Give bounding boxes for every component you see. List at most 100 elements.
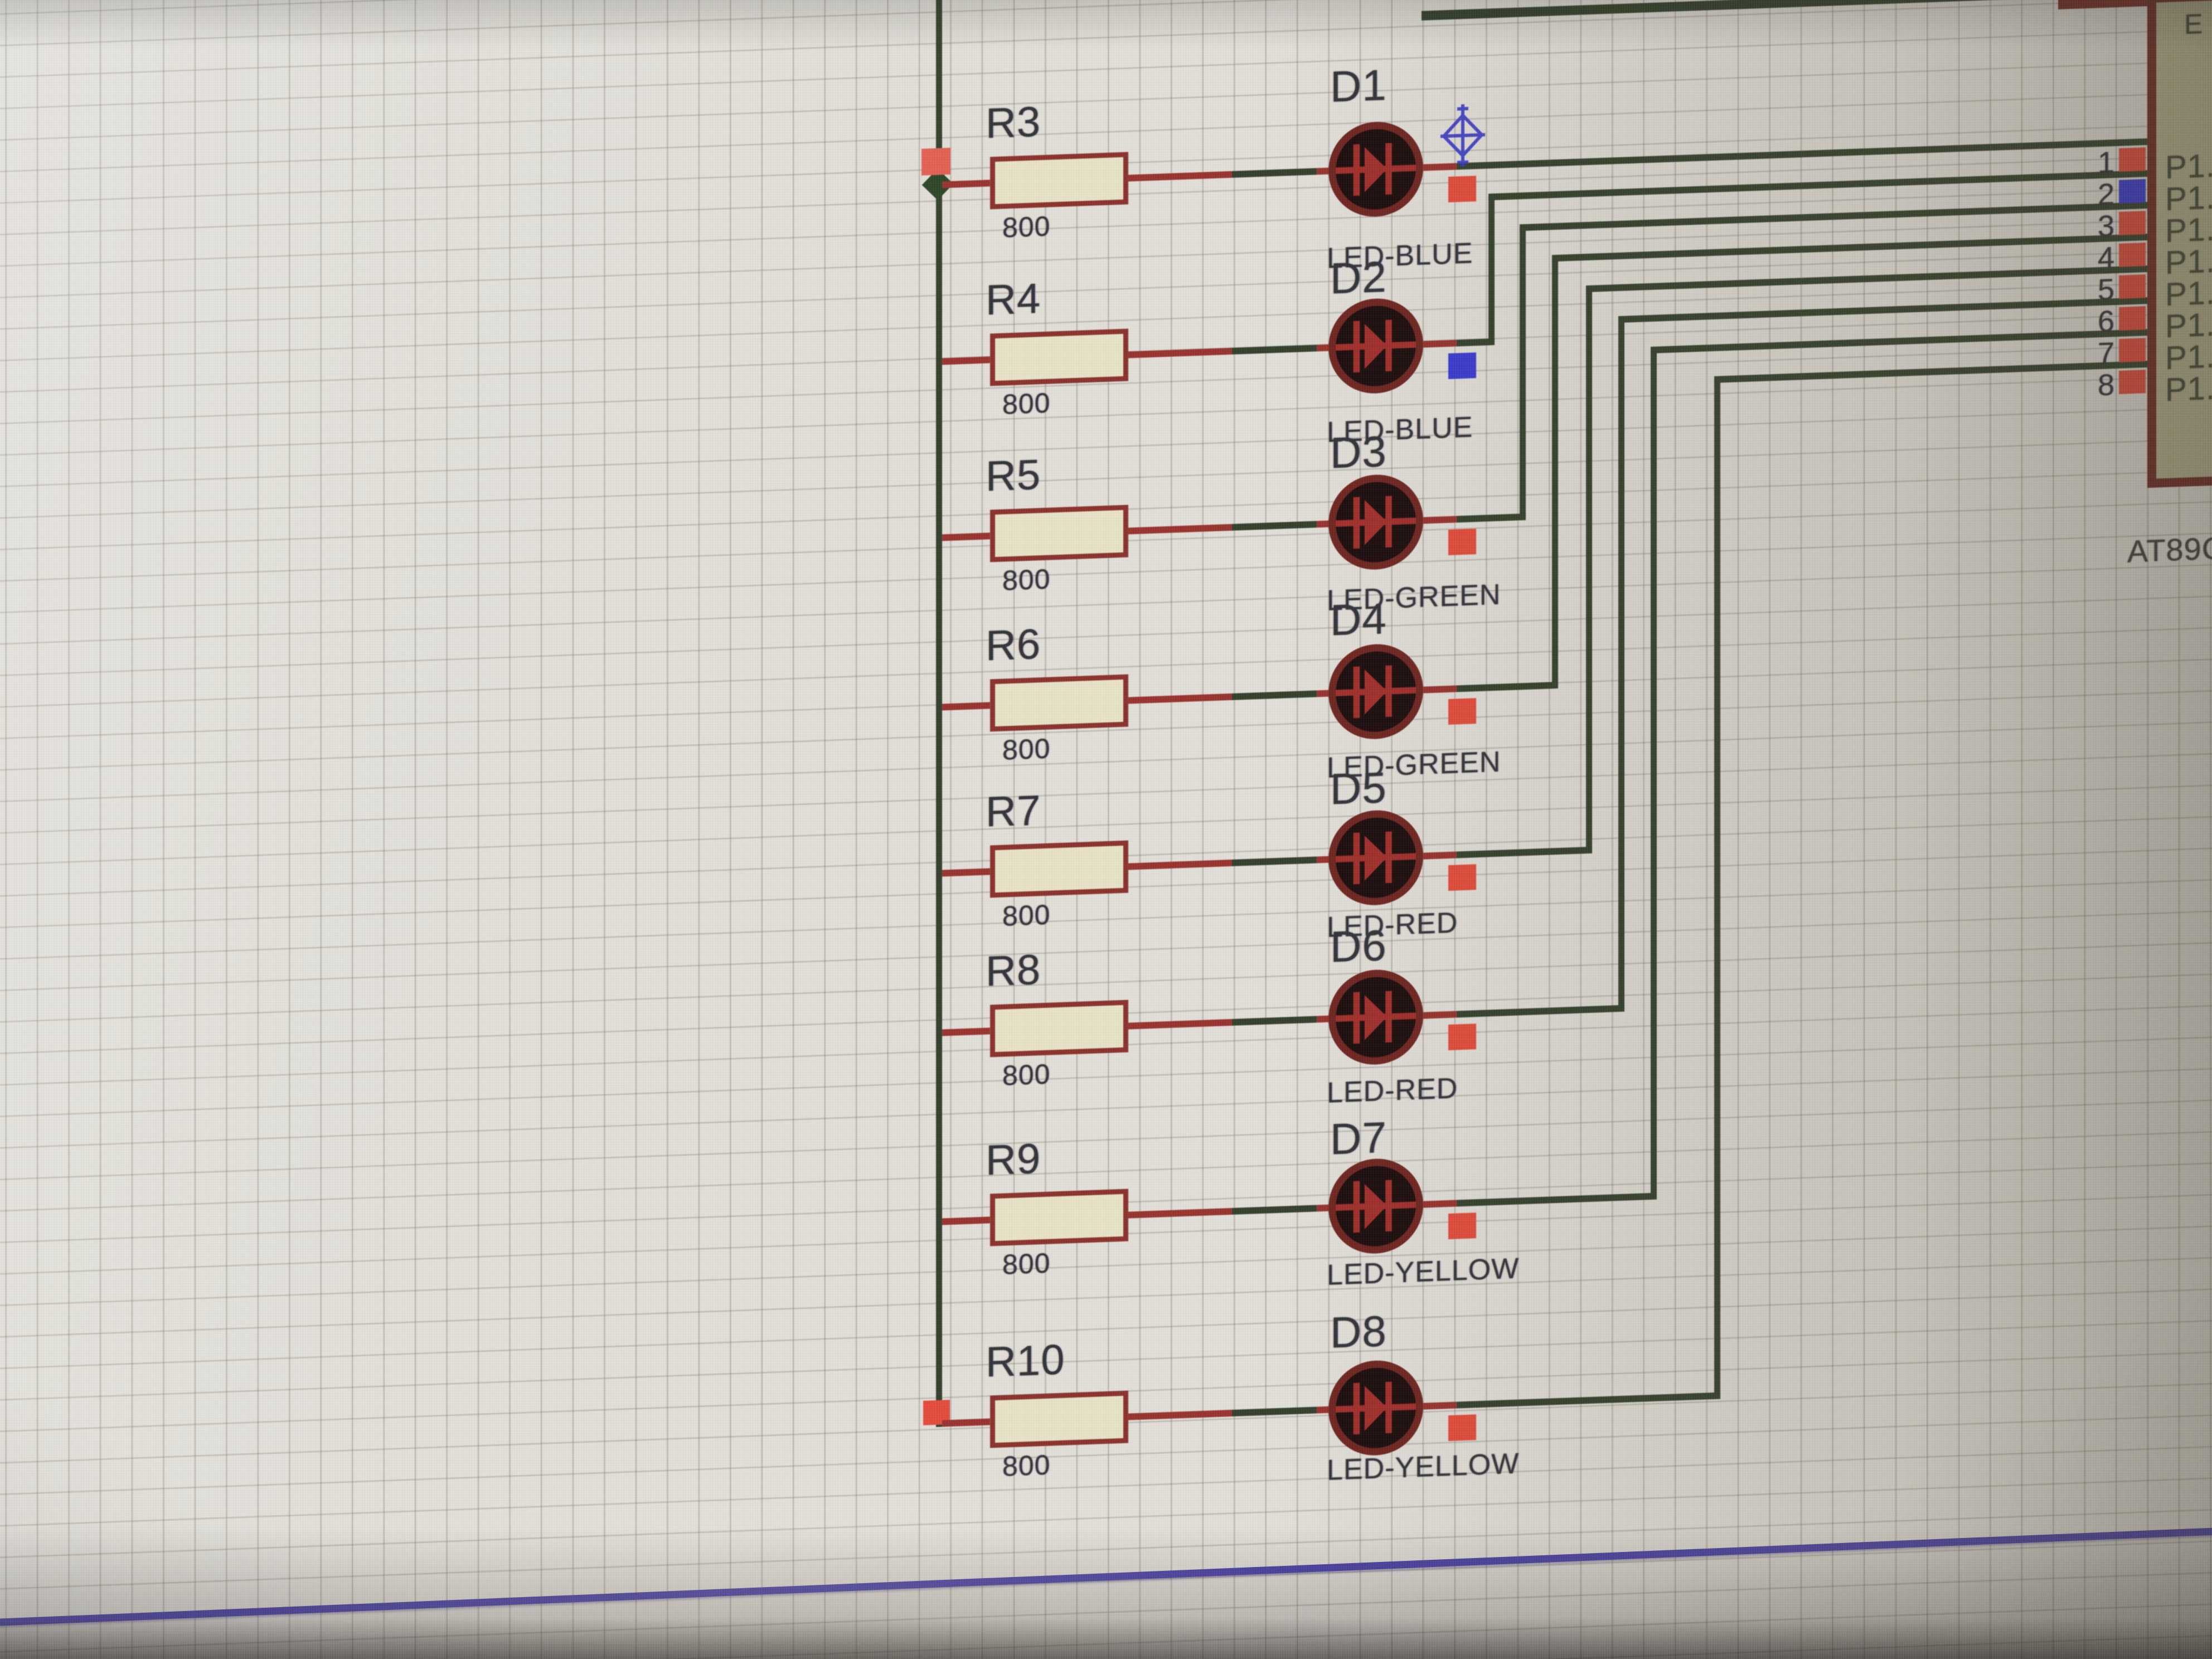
wire-corner-vertical[interactable] — [1651, 350, 1657, 1197]
resistor-name-label[interactable]: R3 — [986, 98, 1041, 148]
led-symbol[interactable] — [1328, 120, 1423, 219]
chip-top-partial-label: E — [2184, 8, 2204, 40]
led-value-label[interactable]: LED-YELLOW — [1327, 1447, 1520, 1487]
wire-corner-to-pin[interactable] — [1520, 202, 2147, 231]
led-lead-right[interactable] — [1423, 1200, 1457, 1208]
led-lead-right[interactable] — [1423, 339, 1457, 348]
led-symbol[interactable] — [1328, 1157, 1423, 1255]
logic-state-indicator — [1448, 528, 1476, 556]
wire-corner-vertical[interactable] — [1488, 197, 1495, 342]
wire-bus-to-resistor[interactable] — [942, 1216, 990, 1225]
resistor-value-label[interactable]: 800 — [1002, 1058, 1051, 1092]
wire-resistor-to-led[interactable] — [1232, 1406, 1317, 1417]
wire-resistor-to-led[interactable] — [1232, 521, 1317, 531]
wire-bus-to-resistor[interactable] — [942, 702, 990, 711]
wire-corner-to-pin[interactable] — [1586, 265, 2147, 293]
wire-bus-to-resistor[interactable] — [942, 868, 990, 877]
led-name-label[interactable]: D2 — [1330, 251, 1387, 303]
wire-corner-to-pin[interactable] — [1488, 170, 2147, 201]
led-symbol[interactable] — [1328, 473, 1423, 571]
resistor-body[interactable] — [990, 328, 1128, 386]
resistor-body[interactable] — [990, 152, 1128, 210]
wire-led-to-corner[interactable] — [1457, 846, 1592, 858]
resistor-lead-right[interactable] — [1128, 347, 1232, 358]
resistor-value-label[interactable]: 800 — [1002, 210, 1051, 244]
wire-corner-vertical[interactable] — [1552, 258, 1558, 686]
resistor-lead-right[interactable] — [1128, 859, 1232, 870]
resistor-body[interactable] — [990, 1390, 1128, 1448]
pin-number: 7 — [2097, 336, 2115, 371]
resistor-lead-right[interactable] — [1128, 171, 1232, 182]
wire-led-to-corner[interactable] — [1457, 1392, 1720, 1409]
led-symbol[interactable] — [1328, 297, 1423, 395]
led-name-label[interactable]: D5 — [1330, 762, 1387, 814]
led-symbol[interactable] — [1328, 808, 1423, 907]
resistor-lead-right[interactable] — [1128, 1207, 1232, 1219]
wire-bus-to-resistor[interactable] — [942, 532, 990, 541]
wire-led-to-pin[interactable] — [1457, 138, 2147, 170]
resistor-value-label[interactable]: 800 — [1002, 1247, 1051, 1280]
wire-bus-to-resistor[interactable] — [942, 1418, 990, 1427]
wire-led-to-corner[interactable] — [1457, 513, 1526, 523]
resistor-name-label[interactable]: R7 — [986, 787, 1041, 836]
wire-bus-to-resistor[interactable] — [942, 1027, 990, 1036]
resistor-lead-right[interactable] — [1128, 1018, 1232, 1030]
resistor-body[interactable] — [990, 505, 1128, 562]
wire-bus-to-resistor[interactable] — [942, 180, 990, 188]
wire-resistor-to-led[interactable] — [1232, 1016, 1317, 1026]
led-value-label[interactable]: LED-RED — [1327, 1072, 1458, 1109]
wire-resistor-to-led[interactable] — [1232, 345, 1317, 355]
top-edge-wire[interactable] — [1422, 0, 2147, 21]
resistor-name-label[interactable]: R8 — [986, 946, 1041, 996]
wire-corner-vertical[interactable] — [1520, 227, 1526, 517]
wire-corner-to-pin[interactable] — [1552, 234, 2147, 262]
resistor-name-label[interactable]: R10 — [986, 1336, 1065, 1386]
led-name-label[interactable]: D4 — [1330, 593, 1387, 645]
resistor-value-label[interactable]: 800 — [1002, 387, 1051, 420]
led-symbol[interactable] — [1328, 1359, 1423, 1457]
bus-state-indicator — [921, 147, 950, 176]
led-lead-right[interactable] — [1423, 851, 1457, 860]
resistor-name-label[interactable]: R4 — [986, 275, 1041, 324]
resistor-lead-right[interactable] — [1128, 1409, 1232, 1420]
resistor-value-label[interactable]: 800 — [1002, 1449, 1051, 1482]
resistor-body[interactable] — [990, 840, 1128, 898]
led-lead-right[interactable] — [1423, 1401, 1457, 1410]
led-symbol[interactable] — [1328, 968, 1423, 1066]
wire-resistor-to-led[interactable] — [1232, 168, 1317, 178]
chip-part-label[interactable]: AT89C — [2127, 530, 2212, 569]
resistor-body[interactable] — [990, 1000, 1128, 1058]
led-lead-right[interactable] — [1423, 1011, 1457, 1019]
led-symbol[interactable] — [1328, 642, 1423, 741]
wire-led-to-corner[interactable] — [1457, 1005, 1624, 1018]
led-name-label[interactable]: D3 — [1330, 426, 1387, 478]
resistor-name-label[interactable]: R9 — [986, 1135, 1041, 1185]
pin-number: 8 — [2097, 368, 2115, 402]
resistor-body[interactable] — [990, 674, 1128, 732]
led-name-label[interactable]: D6 — [1330, 920, 1387, 972]
resistor-body[interactable] — [990, 1189, 1128, 1246]
wire-resistor-to-led[interactable] — [1232, 1205, 1317, 1215]
bus-wire-vertical[interactable] — [936, 0, 942, 1427]
resistor-name-label[interactable]: R6 — [986, 620, 1041, 670]
wire-led-to-corner[interactable] — [1457, 1192, 1657, 1207]
wire-led-to-corner[interactable] — [1457, 681, 1558, 692]
resistor-value-label[interactable]: 800 — [1002, 899, 1051, 932]
resistor-lead-right[interactable] — [1128, 523, 1232, 535]
resistor-name-label[interactable]: R5 — [986, 451, 1041, 501]
resistor-lead-right[interactable] — [1128, 693, 1232, 704]
led-name-label[interactable]: D7 — [1330, 1112, 1387, 1164]
wire-corner-vertical[interactable] — [1714, 379, 1720, 1396]
led-lead-right[interactable] — [1423, 516, 1457, 524]
wire-corner-vertical[interactable] — [1618, 319, 1624, 1009]
led-name-label[interactable]: D8 — [1330, 1306, 1387, 1357]
wire-corner-vertical[interactable] — [1586, 288, 1592, 851]
led-lead-right[interactable] — [1423, 685, 1457, 693]
wire-bus-to-resistor[interactable] — [942, 356, 990, 365]
resistor-value-label[interactable]: 800 — [1002, 563, 1051, 596]
led-name-label[interactable]: D1 — [1330, 60, 1387, 111]
wire-resistor-to-led[interactable] — [1232, 856, 1317, 866]
led-value-label[interactable]: LED-YELLOW — [1327, 1252, 1520, 1292]
wire-resistor-to-led[interactable] — [1232, 690, 1317, 700]
resistor-value-label[interactable]: 800 — [1002, 733, 1051, 766]
